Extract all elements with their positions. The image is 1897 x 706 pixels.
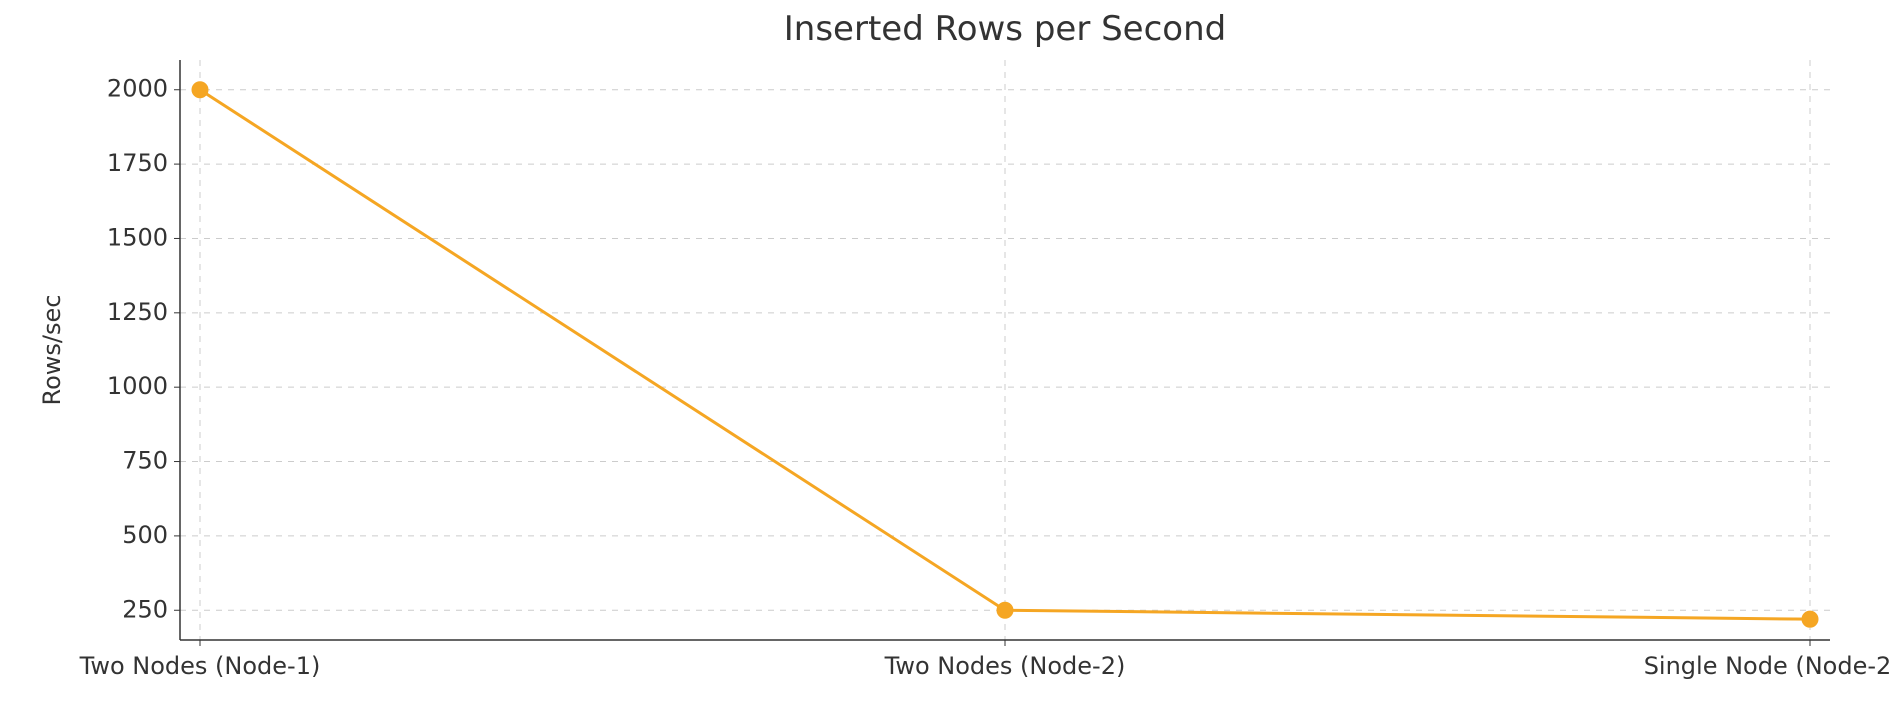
chart-container: 250 500 750 1000 1250 1500 1750 2000 Two Nodes (… [0,0,1897,706]
y-tick-label: 1000 [107,372,168,400]
y-tick-label: 2000 [107,75,168,103]
data-marker [192,82,208,98]
y-tick-label: 1250 [107,298,168,326]
y-tick-label: 1750 [107,149,168,177]
data-marker [997,602,1013,618]
chart-title: Inserted Rows per Second [784,9,1226,49]
y-tick-label: 500 [122,521,168,549]
y-tick-label: 250 [122,595,168,623]
chart-background [0,0,1897,706]
x-tick-label: Two Nodes (Node-1) [79,652,321,680]
y-axis-label: Rows/sec [38,295,66,406]
line-chart: 250 500 750 1000 1250 1500 1750 2000 Two Nodes (… [0,0,1897,706]
x-tick-label: Two Nodes (Node-2) [884,652,1126,680]
data-marker [1802,611,1818,627]
x-tick-label: Single Node (Node-2 Down) [1644,652,1897,680]
y-tick-label: 750 [122,447,168,475]
y-tick-label: 1500 [107,223,168,251]
